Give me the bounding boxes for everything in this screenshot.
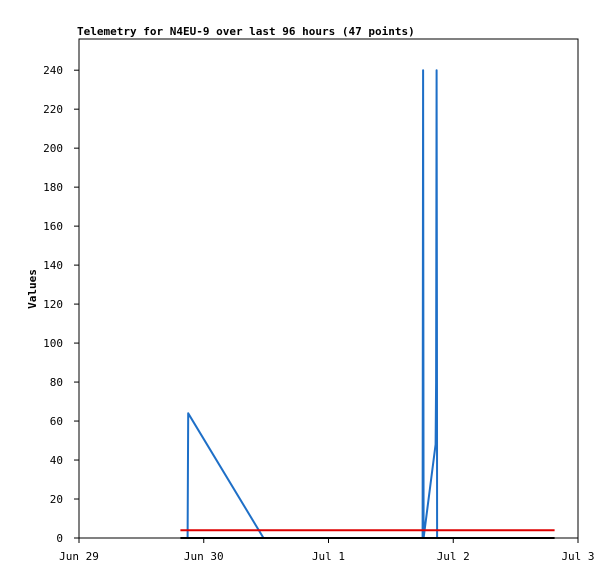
y-tick-label: 60: [50, 415, 63, 428]
y-axis-ticks: 0 20 40 60 80 100 120 140 160 180 200 220 240: [43, 64, 79, 545]
series-line-0: [186, 69, 439, 539]
y-tick-label: 140: [43, 259, 63, 272]
y-tick-label: 20: [50, 493, 63, 506]
x-tick-label: Jul 1: [312, 550, 345, 563]
chart-title: Telemetry for N4EU-9 over last 96 hours …: [77, 25, 415, 38]
x-axis-ticks: Jun 29 Jun 30 Jul 1 Jul 2 Jul 3: [59, 538, 595, 563]
y-axis-label: Values: [26, 269, 39, 309]
x-tick-label: Jun 30: [184, 550, 224, 563]
y-tick-label: 160: [43, 220, 63, 233]
y-tick-label: 100: [43, 337, 63, 350]
y-tick-label: 200: [43, 142, 63, 155]
plot-area-frame: [78, 38, 579, 539]
series-layer: [180, 69, 555, 539]
y-tick-label: 40: [50, 454, 63, 467]
x-tick-label: Jul 2: [437, 550, 470, 563]
y-tick-label: 240: [43, 64, 63, 77]
y-tick-label: 220: [43, 103, 63, 116]
y-tick-label: 80: [50, 376, 63, 389]
y-tick-label: 0: [56, 532, 63, 545]
x-tick-label: Jul 3: [561, 550, 594, 563]
x-tick-label: Jun 29: [59, 550, 99, 563]
y-tick-label: 120: [43, 298, 63, 311]
y-tick-label: 180: [43, 181, 63, 194]
